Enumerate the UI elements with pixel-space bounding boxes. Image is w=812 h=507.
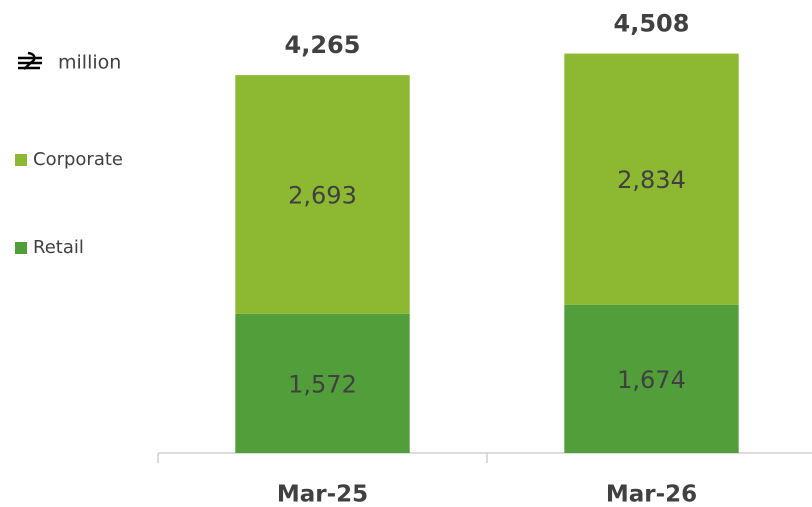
legend-label: Corporate bbox=[33, 149, 123, 170]
x-tick-label: Mar-25 bbox=[277, 482, 368, 507]
legend-swatch bbox=[15, 242, 27, 254]
bar-segment bbox=[235, 75, 410, 314]
value-label: 2,834 bbox=[617, 166, 686, 194]
total-label: 4,265 bbox=[285, 31, 361, 59]
currency-icon bbox=[18, 51, 42, 70]
total-label: 4,508 bbox=[614, 10, 690, 38]
bar-segment bbox=[564, 304, 739, 453]
legend-label: Retail bbox=[33, 237, 84, 258]
value-label: 1,572 bbox=[288, 370, 357, 398]
x-tick-label: Mar-26 bbox=[606, 482, 697, 507]
bar-segment bbox=[564, 53, 739, 305]
legend-swatch bbox=[15, 154, 27, 166]
value-label: 2,693 bbox=[288, 181, 357, 209]
unit-label: million bbox=[58, 52, 121, 74]
bar-segment bbox=[235, 313, 410, 453]
value-label: 1,674 bbox=[617, 366, 686, 394]
